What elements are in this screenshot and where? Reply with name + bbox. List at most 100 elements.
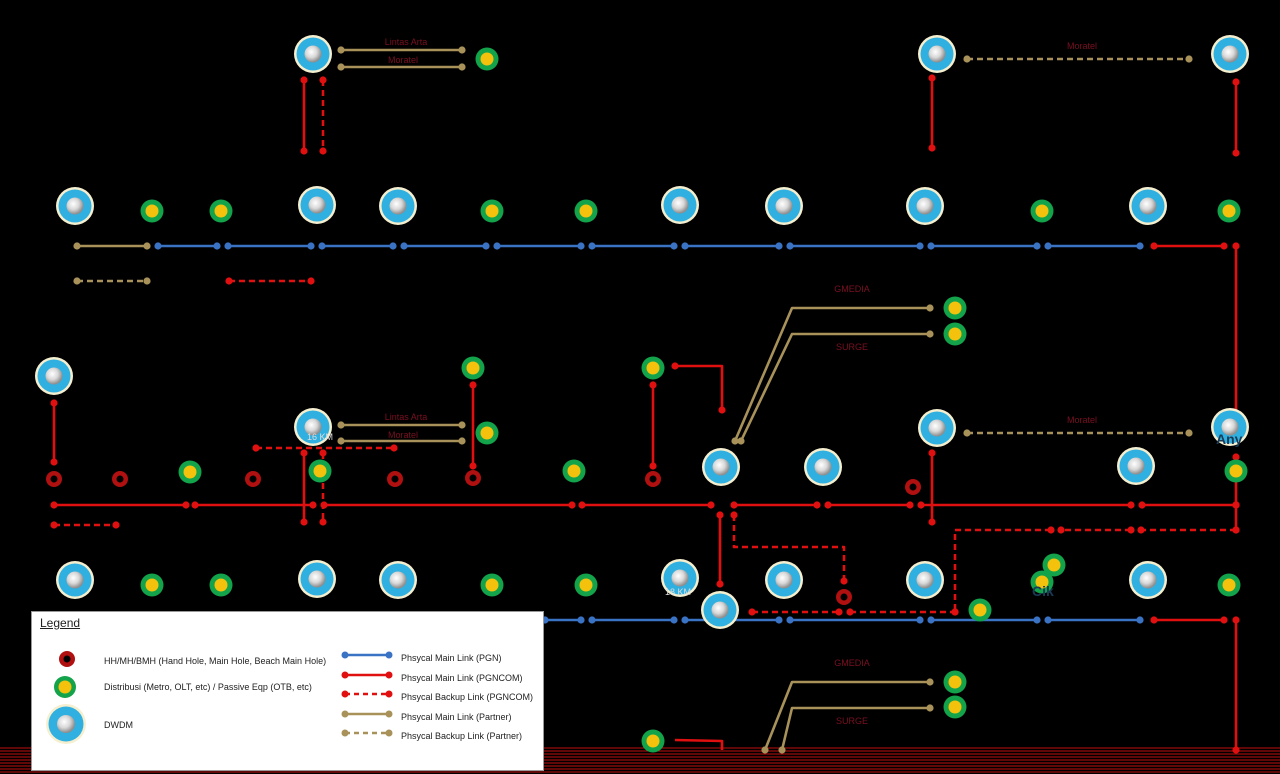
dwdm-node (56, 187, 94, 225)
link-25 (649, 381, 657, 470)
link-11 (400, 242, 490, 250)
link-59 (1150, 616, 1228, 624)
nodes-layer (35, 35, 1249, 753)
distribution-node (480, 573, 504, 597)
link-62 (778, 704, 934, 754)
link-4 (963, 55, 1193, 63)
link-10 (318, 242, 397, 250)
link-49 (716, 511, 724, 588)
dwdm-node (1211, 408, 1249, 446)
link-13 (588, 242, 678, 250)
link-47 (1057, 526, 1135, 534)
handhole-node (836, 589, 852, 605)
distribution-node (475, 421, 499, 445)
dwdm-node (918, 409, 956, 447)
label-gmedia-2: GMEDIA (834, 658, 870, 668)
legend-title: Legend (40, 616, 81, 630)
link-60 (1232, 616, 1240, 754)
link-8 (154, 242, 221, 250)
link-6 (1232, 78, 1240, 157)
label-lintas-arta-mid: Lintas Arta (385, 412, 428, 422)
dwdm-node (1129, 561, 1167, 599)
link-41 (824, 501, 914, 509)
dwdm-node (765, 187, 803, 225)
link-56 (786, 616, 924, 624)
link-52 (846, 608, 959, 616)
handhole-node (387, 471, 403, 487)
handhole-node (465, 470, 481, 486)
label-moratel-top: Moratel (388, 55, 418, 65)
link-23 (737, 330, 934, 445)
dwdm-node (298, 186, 336, 224)
distribution-node (178, 460, 202, 484)
legend-pgn-main-label: Phsycal Main Link (PGN) (401, 653, 502, 663)
legend-pgncom-main-label: Phsycal Main Link (PGNCOM) (401, 673, 523, 683)
legend-pgncom-backup-line (341, 690, 393, 698)
distribution-node (641, 356, 665, 380)
legend-pgncom-backup-label: Phsycal Backup Link (PGNCOM) (401, 692, 534, 702)
link-51 (748, 608, 843, 616)
dwdm-node (906, 561, 944, 599)
distribution-node (140, 199, 164, 223)
handhole-node (46, 471, 62, 487)
legend-partner-main-line (341, 710, 393, 718)
dwdm-node (804, 448, 842, 486)
handhole-node (245, 471, 261, 487)
label-any: Any (1216, 431, 1243, 447)
link-39 (578, 501, 715, 509)
legend-hh-symbol (59, 651, 75, 667)
distribution-node (1030, 570, 1054, 594)
link-24 (671, 362, 726, 414)
link-38 (320, 501, 576, 509)
link-36 (50, 501, 190, 509)
distribution-node (1217, 199, 1241, 223)
distribution-node (1217, 573, 1241, 597)
link-2 (300, 76, 308, 155)
handhole-node (645, 471, 661, 487)
legend-panel: Legend HH/MH/BMH (Hand Hole, Main Hole, … (31, 611, 544, 771)
distribution-node (641, 729, 665, 753)
dwdm-node (298, 560, 336, 598)
dwdm-node (294, 35, 332, 73)
dwdm-node (294, 408, 332, 446)
distribution-node (943, 296, 967, 320)
label-lintas-arta-top: Lintas Arta (385, 37, 428, 47)
link-15 (786, 242, 924, 250)
legend-dwdm-symbol (46, 704, 86, 744)
link-50 (730, 511, 848, 585)
link-28 (337, 421, 466, 429)
link-9 (224, 242, 315, 250)
link-18 (1150, 242, 1228, 250)
label-cik: Cik (1032, 583, 1054, 599)
dwdm-node (1129, 187, 1167, 225)
dwdm-node (918, 35, 956, 73)
link-7 (73, 242, 151, 250)
handhole-node (112, 471, 128, 487)
legend-pgn-main-line (341, 651, 393, 659)
label-surge-1: SURGE (836, 342, 868, 352)
link-42 (917, 501, 1135, 509)
link-0 (337, 46, 466, 54)
dwdm-node (701, 591, 739, 629)
link-29 (337, 437, 466, 445)
link-63 (674, 738, 724, 750)
distribution-node (968, 598, 992, 622)
dwdm-node (661, 559, 699, 597)
distribution-node (574, 573, 598, 597)
labels-layer: Lintas Arta Moratel Moratel GMEDIA SURGE… (307, 37, 1243, 726)
distribution-node (475, 47, 499, 71)
legend-pgncom-main-line (341, 671, 393, 679)
dwdm-node (765, 561, 803, 599)
link-1 (337, 63, 466, 71)
legend-partner-backup-label: Phsycal Backup Link (Partner) (401, 731, 523, 741)
label-18km: 18 KM (665, 587, 691, 597)
distribution-node (209, 199, 233, 223)
link-30 (252, 444, 398, 452)
label-surge-2: SURGE (836, 716, 868, 726)
link-14 (681, 242, 783, 250)
link-34 (928, 449, 936, 526)
distribution-node (574, 199, 598, 223)
link-20 (73, 277, 151, 285)
link-61 (761, 678, 934, 754)
link-46 (1137, 526, 1240, 534)
